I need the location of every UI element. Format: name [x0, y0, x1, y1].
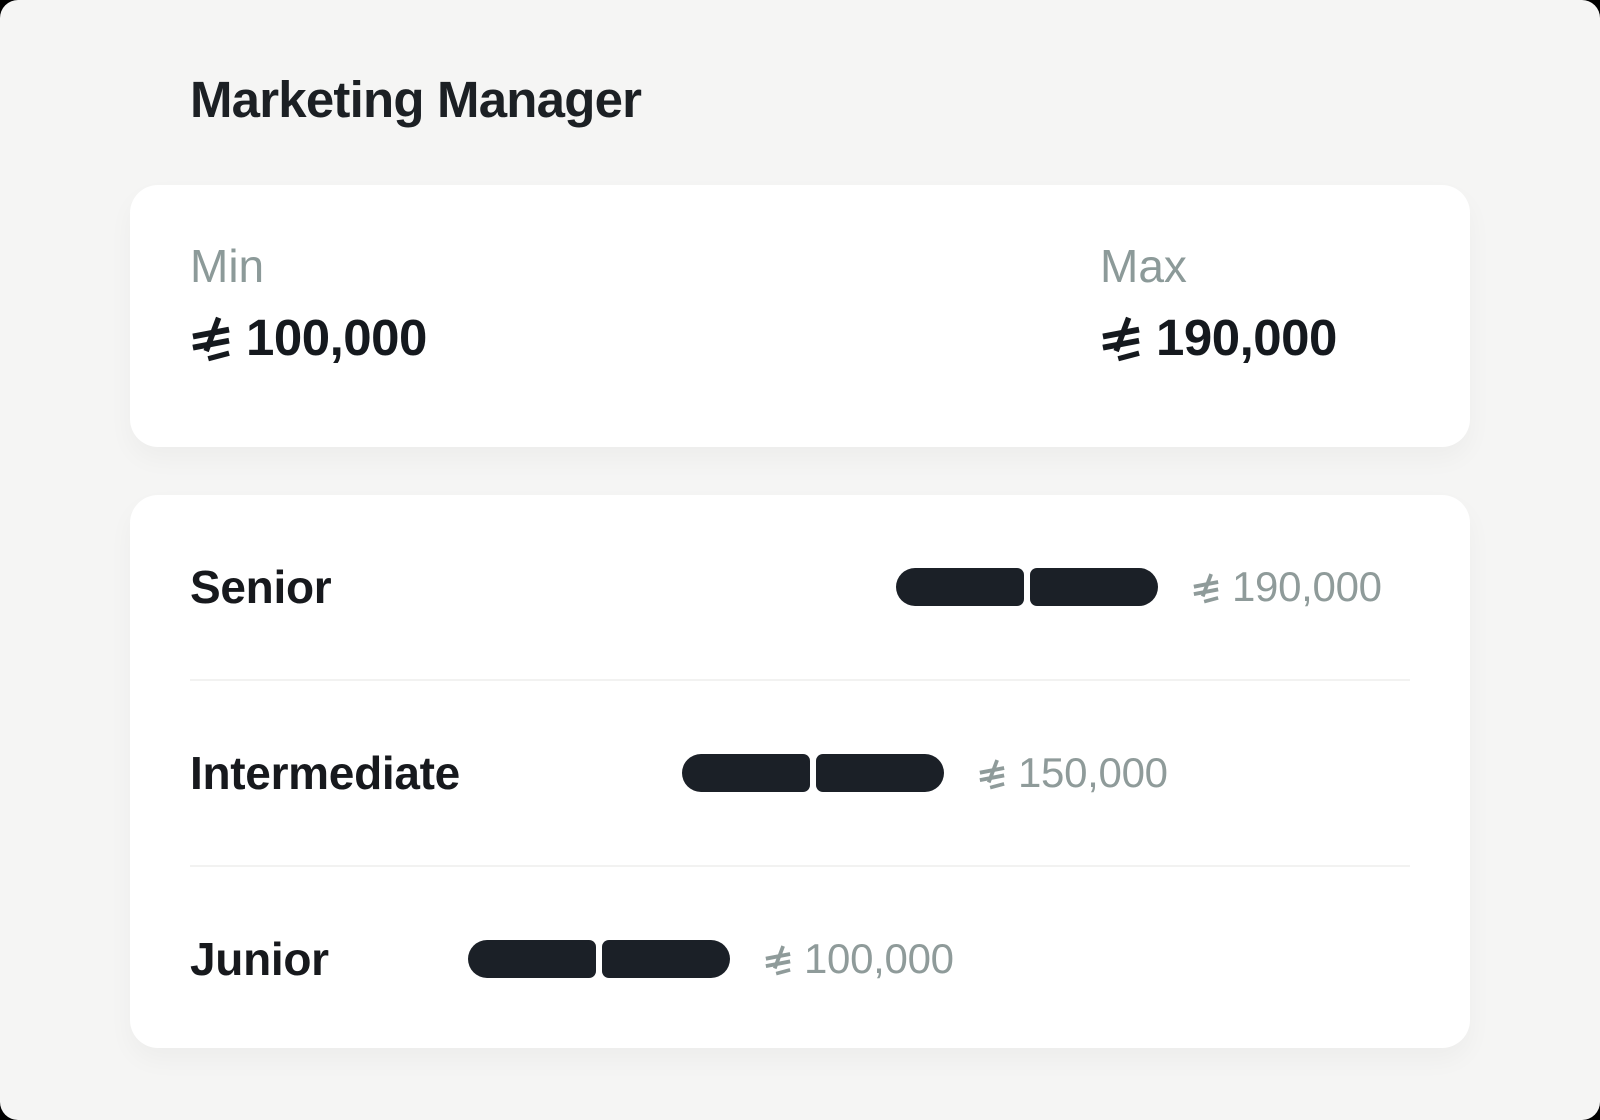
salary-range-card: Min 100,000 Max 190,000 — [130, 185, 1470, 447]
salary-bar — [468, 940, 730, 978]
salary-levels-card: Senior 190,000 Intermediate — [130, 495, 1470, 1048]
level-label: Intermediate — [190, 747, 460, 799]
salary-bar-segment — [1030, 568, 1158, 606]
naira-icon — [978, 758, 1006, 790]
max-value: 190,000 — [1100, 308, 1337, 367]
level-bar-group: 150,000 — [682, 749, 1168, 797]
naira-icon — [190, 315, 232, 365]
level-value: 190,000 — [1192, 563, 1382, 611]
max-label: Max — [1100, 240, 1187, 292]
page-title: Marketing Manager — [190, 71, 642, 128]
level-row-junior: Junior 100,000 — [190, 865, 1410, 1051]
level-bar-group: 190,000 — [896, 563, 1382, 611]
salary-bar-segment — [816, 754, 944, 792]
level-row-senior: Senior 190,000 — [190, 495, 1410, 679]
salary-bar-segment — [896, 568, 1024, 606]
level-row-intermediate: Intermediate 150,000 — [190, 679, 1410, 865]
min-salary-block: Min 100,000 — [190, 241, 427, 367]
level-label: Junior — [190, 933, 329, 985]
level-value: 150,000 — [978, 749, 1168, 797]
max-amount: 190,000 — [1156, 308, 1337, 366]
min-label: Min — [190, 240, 265, 292]
salary-bar-segment — [602, 940, 730, 978]
salary-bar-segment — [682, 754, 810, 792]
salary-bar — [896, 568, 1158, 606]
naira-icon — [764, 944, 792, 976]
level-value: 100,000 — [764, 935, 954, 983]
naira-icon — [1192, 572, 1220, 604]
level-label: Senior — [190, 561, 332, 613]
salary-bar-segment — [468, 940, 596, 978]
level-amount: 150,000 — [1018, 749, 1168, 796]
min-amount: 100,000 — [246, 308, 427, 366]
level-amount: 190,000 — [1232, 563, 1382, 610]
salary-bar — [682, 754, 944, 792]
min-value: 100,000 — [190, 308, 427, 367]
level-bar-group: 100,000 — [468, 935, 954, 983]
max-salary-block: Max 190,000 — [1100, 241, 1337, 367]
naira-icon — [1100, 315, 1142, 365]
level-amount: 100,000 — [804, 935, 954, 982]
